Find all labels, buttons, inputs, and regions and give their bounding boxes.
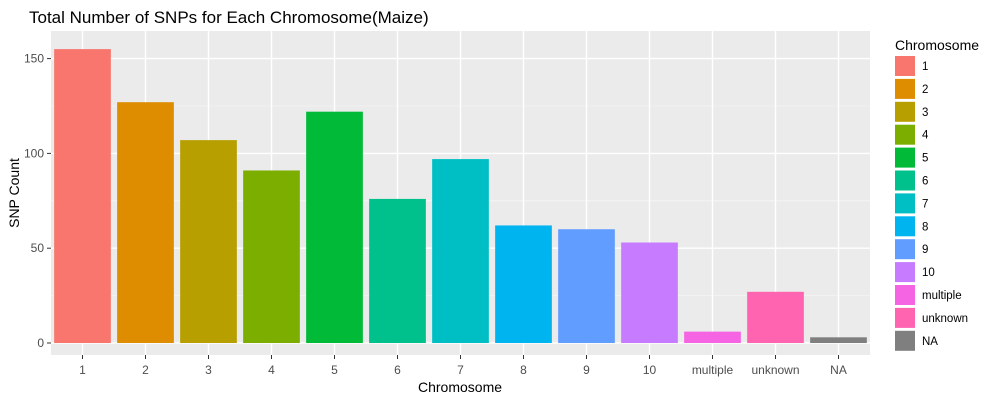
legend-key-10: [895, 262, 915, 283]
x-tick-label: 6: [394, 363, 401, 377]
x-axis: 1 2 3 4 5 6 7 8 9 10 multiple unknown NA: [79, 355, 847, 377]
x-tick-label: 10: [643, 363, 657, 377]
legend-label: multiple: [922, 290, 962, 302]
legend-label: 10: [922, 267, 935, 279]
bar-5: [306, 111, 363, 343]
legend-key-9: [895, 239, 915, 260]
legend-label: 9: [922, 244, 928, 256]
legend-label: 6: [922, 176, 928, 188]
y-tick-label: 0: [37, 336, 44, 350]
x-axis-label: Chromosome: [418, 379, 502, 395]
legend-key-3: [895, 101, 915, 122]
legend-key-6: [895, 170, 915, 191]
bar-9: [558, 229, 615, 343]
bar-4: [243, 170, 300, 343]
x-tick-label: 8: [520, 363, 527, 377]
bar-7: [432, 159, 489, 343]
legend-label: NA: [922, 336, 938, 348]
legend-title: Chromosome: [895, 37, 979, 53]
bar-10: [621, 242, 678, 343]
legend-label: 1: [922, 61, 928, 73]
legend-key-2: [895, 78, 915, 99]
legend-key-8: [895, 216, 915, 237]
y-tick-label: 100: [24, 146, 44, 160]
y-tick-label: 50: [31, 241, 45, 255]
legend-label: 3: [922, 107, 928, 119]
bar-3: [180, 140, 237, 343]
legend-key-1: [895, 56, 915, 76]
x-tick-label: unknown: [751, 363, 799, 377]
y-axis: 0 50 100 150: [24, 52, 51, 350]
legend-label: unknown: [922, 313, 968, 325]
bar-unknown: [747, 291, 804, 343]
legend-key-5: [895, 147, 915, 168]
bar-6: [369, 198, 426, 343]
x-tick-label: 1: [79, 363, 86, 377]
bar-2: [117, 102, 174, 343]
chart-title: Total Number of SNPs for Each Chromosome…: [29, 8, 429, 27]
legend: Chromosome 1 2 3 4 5 6 7 8 9 10 multiple unknown NA: [895, 37, 979, 351]
legend-key-multiple: [895, 285, 915, 305]
legend-label: 2: [922, 84, 928, 96]
bar-multiple: [684, 331, 741, 343]
x-tick-label: 2: [142, 363, 149, 377]
y-tick-label: 150: [24, 52, 44, 66]
bar-1: [54, 49, 111, 344]
legend-key-4: [895, 124, 915, 145]
x-tick-label: 5: [331, 363, 338, 377]
bar-NA: [810, 337, 867, 343]
x-tick-label: multiple: [692, 363, 734, 377]
legend-label: 5: [922, 153, 928, 165]
x-tick-label: 4: [268, 363, 275, 377]
x-tick-label: 3: [205, 363, 212, 377]
legend-key-NA: [895, 330, 915, 351]
legend-label: 7: [922, 198, 928, 210]
x-tick-label: NA: [830, 363, 847, 377]
bars: [54, 49, 867, 344]
legend-label: 4: [922, 130, 929, 142]
x-tick-label: 9: [583, 363, 590, 377]
legend-label: 8: [922, 221, 928, 233]
y-axis-label: SNP Count: [6, 158, 22, 228]
legend-key-unknown: [895, 307, 915, 328]
legend-key-7: [895, 193, 915, 214]
x-tick-label: 7: [457, 363, 464, 377]
bar-8: [495, 225, 552, 343]
